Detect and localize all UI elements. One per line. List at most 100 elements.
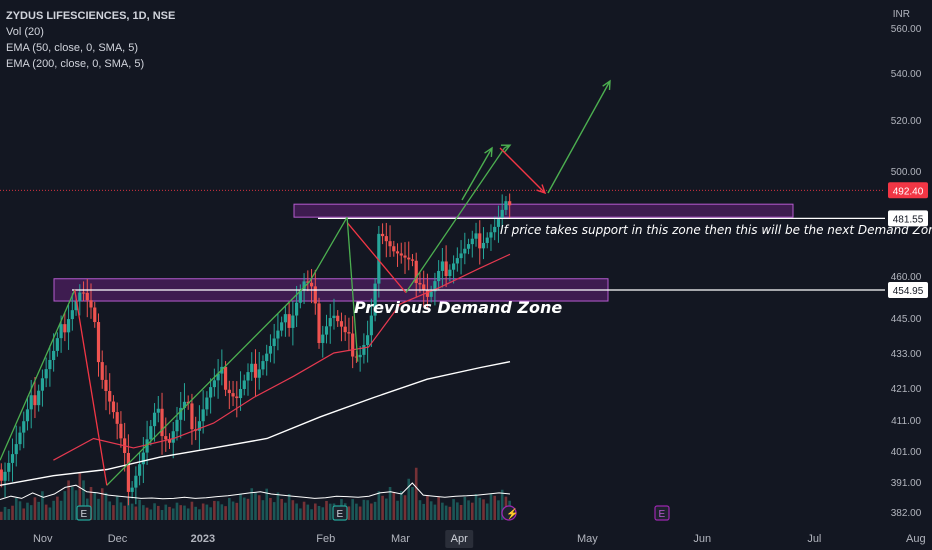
candle-body bbox=[212, 380, 216, 388]
candle-body bbox=[410, 259, 415, 261]
volume-bar bbox=[287, 494, 291, 520]
price-label-box bbox=[888, 210, 928, 227]
earnings-marker: E bbox=[654, 505, 670, 521]
volume-bar bbox=[321, 507, 325, 520]
demand-zone-rect bbox=[293, 203, 794, 218]
earnings-icon bbox=[654, 505, 670, 521]
candle-body bbox=[459, 253, 463, 259]
price-label-text: 454.95 bbox=[893, 286, 924, 297]
candle-body bbox=[167, 439, 172, 443]
candle-body bbox=[324, 326, 329, 335]
candle-body bbox=[481, 242, 486, 249]
candle-body bbox=[388, 241, 392, 247]
volume-bar bbox=[452, 499, 455, 520]
earnings-letter: E bbox=[337, 509, 344, 520]
volume-bar bbox=[467, 500, 470, 520]
candle-body bbox=[489, 232, 493, 238]
y-tick-label: 391.00 bbox=[891, 478, 922, 489]
swing-line-down bbox=[346, 221, 407, 294]
symbol-title[interactable]: ZYDUS LIFESCIENCES, 1D, NSE bbox=[6, 10, 176, 22]
volume-bar bbox=[123, 505, 126, 520]
candle-body bbox=[343, 326, 347, 333]
volume-bar bbox=[254, 492, 257, 520]
candle-body bbox=[134, 475, 138, 488]
candle-body bbox=[246, 372, 250, 381]
candle-body bbox=[138, 464, 142, 476]
candle-body bbox=[399, 253, 403, 256]
volume-bar bbox=[399, 491, 403, 520]
earnings-icon bbox=[332, 505, 348, 521]
candle-body bbox=[500, 209, 504, 219]
volume-bar bbox=[456, 502, 459, 520]
indicator-volume[interactable]: Vol (20) bbox=[6, 26, 44, 38]
candle-body bbox=[119, 423, 123, 439]
indicator-ema50[interactable]: EMA (50, close, 0, SMA, 5) bbox=[6, 42, 139, 54]
volume-bar bbox=[381, 495, 384, 520]
indicator-ema200[interactable]: EMA (200, close, 0, SMA, 5) bbox=[6, 58, 145, 70]
candle-body bbox=[295, 302, 299, 316]
candle-body bbox=[37, 390, 41, 406]
volume-bar bbox=[194, 506, 197, 520]
candle-body bbox=[145, 439, 149, 453]
candle-body bbox=[354, 356, 359, 358]
volume-bar bbox=[41, 491, 44, 520]
candle-body bbox=[437, 270, 441, 282]
price-label-text: 481.55 bbox=[893, 214, 924, 225]
volume-bar bbox=[463, 496, 467, 520]
candle-body bbox=[440, 261, 444, 271]
candle-body bbox=[231, 393, 235, 397]
volume-bar bbox=[310, 509, 313, 520]
candle-body bbox=[276, 330, 280, 339]
bolt-icon: ⚡ bbox=[506, 507, 518, 520]
candle-body bbox=[358, 354, 362, 358]
volume-bar bbox=[63, 491, 67, 520]
volume-bar bbox=[358, 506, 362, 520]
candle-body bbox=[362, 345, 366, 355]
volume-bar bbox=[429, 501, 433, 520]
swing-line-up bbox=[309, 216, 348, 282]
volume-bar bbox=[22, 508, 26, 520]
candle-body bbox=[317, 303, 321, 343]
volume-bar bbox=[156, 505, 160, 520]
candle-body bbox=[366, 335, 370, 346]
volume-bar bbox=[209, 507, 212, 520]
y-tick-label: 382.00 bbox=[891, 508, 922, 519]
candle-body bbox=[504, 201, 508, 210]
candle-body bbox=[22, 421, 26, 433]
projection-arrow-down-head bbox=[536, 184, 547, 195]
candle-body bbox=[0, 469, 3, 481]
candle-body bbox=[156, 408, 160, 413]
volume-bar bbox=[500, 489, 504, 520]
candle-body bbox=[25, 409, 30, 422]
candle-body bbox=[429, 291, 433, 297]
lower-zone-label: Previous Demand Zone bbox=[354, 298, 562, 317]
volume-bar bbox=[179, 505, 183, 520]
earnings-icon bbox=[76, 505, 92, 521]
volume-bar bbox=[478, 497, 482, 520]
volume-bar bbox=[235, 502, 239, 520]
candle-body bbox=[347, 332, 351, 334]
volume-bar bbox=[265, 488, 268, 520]
volume-bar bbox=[302, 501, 306, 520]
x-tick-label: Aug bbox=[906, 533, 926, 545]
volume-bar bbox=[171, 508, 175, 520]
candle-body bbox=[96, 322, 101, 363]
candle-body bbox=[55, 338, 59, 351]
volume-bar bbox=[474, 494, 478, 520]
candle-body bbox=[93, 307, 97, 323]
candle-body bbox=[126, 452, 130, 492]
candle-body bbox=[81, 292, 86, 294]
volume-bar bbox=[276, 492, 280, 520]
volume-bar bbox=[448, 506, 452, 520]
volume-bar bbox=[388, 487, 392, 520]
candle-body bbox=[18, 432, 22, 445]
volume-bar bbox=[100, 488, 104, 520]
swing-line-up bbox=[0, 289, 76, 461]
x-tick-highlight bbox=[445, 530, 474, 548]
volume-bar bbox=[459, 504, 463, 520]
candle-body bbox=[433, 281, 437, 292]
ema200-line bbox=[0, 361, 511, 486]
volume-bar bbox=[93, 491, 97, 520]
projection-arrow-up-head bbox=[500, 144, 512, 153]
